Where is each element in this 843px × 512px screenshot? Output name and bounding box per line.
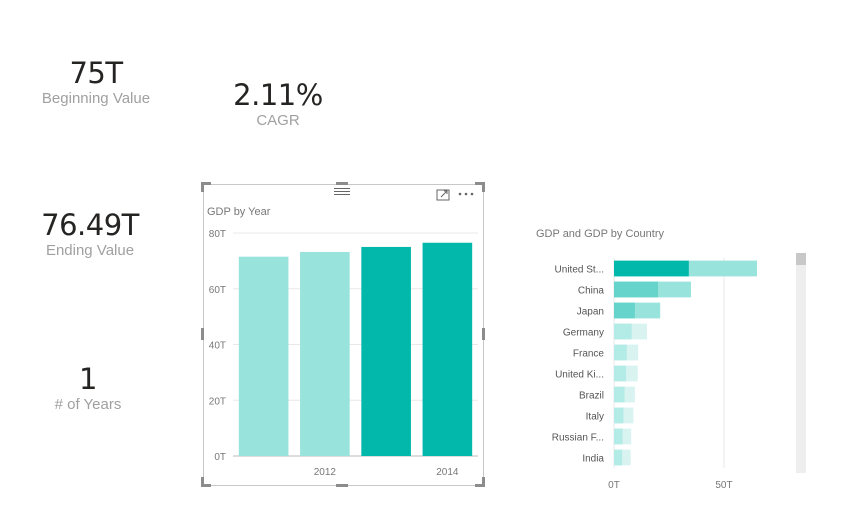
x-tick-label: 50T [715, 480, 732, 491]
resize-handle-top-right-v[interactable] [482, 182, 485, 192]
category-label: United St... [555, 265, 604, 276]
bar-highlight-France [614, 344, 627, 361]
y-tick-label: 80T [209, 229, 226, 240]
y-tick-label: 60T [209, 285, 226, 296]
cagr-value: 2.11% [233, 78, 323, 112]
category-label: Germany [563, 328, 604, 339]
gdp-by-country-title: GDP and GDP by Country [536, 228, 664, 240]
bar-highlight-China [614, 281, 658, 298]
y-tick-label: 20T [209, 396, 226, 407]
bar-2014 [422, 242, 473, 456]
resize-handle-bottom-left-v[interactable] [201, 477, 204, 487]
category-label: Brazil [579, 391, 604, 402]
resize-handle-top-left-v[interactable] [201, 182, 204, 192]
x-tick-label: 0T [608, 480, 620, 491]
resize-handle-top-right[interactable] [475, 182, 485, 185]
y-tick-label: 0T [214, 452, 226, 463]
resize-handle-right-middle[interactable] [482, 328, 485, 340]
resize-handle-top-left[interactable] [201, 182, 211, 185]
chart-scrollbar-track[interactable] [796, 253, 806, 473]
gdp-by-year-title: GDP by Year [207, 206, 271, 218]
bar-highlight-Russian F... [614, 428, 623, 445]
gdp-by-country-chart: 0T 50T United St... China Japan Germany France… [552, 258, 757, 491]
category-label: Italy [586, 412, 604, 423]
y-tick-label: 40T [209, 341, 226, 352]
ending-value-card[interactable]: 76.49T Ending Value [12, 208, 168, 260]
beginning-value: 75T [69, 56, 123, 90]
ending-value-label: Ending Value [45, 242, 135, 259]
bar-2013 [361, 246, 411, 456]
resize-handle-bottom-right-v[interactable] [482, 477, 485, 487]
bar-highlight-Japan [614, 302, 635, 319]
bar-highlight-India [614, 449, 623, 466]
bar-highlight-Brazil [614, 386, 625, 403]
bar-highlight-Germany [614, 323, 632, 340]
bar-2011 [238, 256, 289, 456]
resize-handle-bottom-right[interactable] [475, 484, 485, 487]
resize-handle-bottom-middle[interactable] [336, 484, 348, 487]
bar-highlight-United Ki... [614, 365, 627, 382]
category-label: France [573, 349, 605, 360]
resize-handle-top-middle[interactable] [336, 182, 348, 185]
beginning-value-label: Beginning Value [41, 90, 151, 107]
years-label: # of Years [54, 396, 122, 413]
category-label: Japan [577, 307, 604, 318]
bar-2012 [300, 251, 350, 456]
category-label: Russian F... [552, 433, 604, 444]
x-tick-label: 2012 [314, 467, 337, 478]
category-label: China [578, 286, 605, 297]
beginning-value-card[interactable]: 75T Beginning Value [18, 56, 174, 108]
chart-scrollbar-thumb[interactable] [796, 253, 806, 265]
resize-handle-left-middle[interactable] [201, 328, 204, 340]
bar-highlight-Italy [614, 407, 624, 424]
focus-mode-icon[interactable] [436, 188, 452, 202]
resize-handle-bottom-left[interactable] [201, 484, 211, 487]
cagr-card[interactable]: 2.11% CAGR [200, 78, 356, 130]
x-tick-label: 2014 [436, 467, 459, 478]
years-value: 1 [79, 362, 97, 396]
more-options-icon[interactable] [458, 191, 474, 197]
category-label: India [582, 454, 604, 465]
years-card[interactable]: 1 # of Years [10, 362, 166, 414]
gdp-by-year-chart: 0T 20T 40T 60T 80T 2012 2014 [209, 229, 478, 478]
ending-value: 76.49T [41, 208, 139, 242]
category-label: United Ki... [555, 370, 604, 381]
cagr-label: CAGR [256, 112, 300, 129]
drag-grip-icon[interactable] [334, 188, 350, 196]
bar-highlight-United St... [614, 260, 689, 277]
